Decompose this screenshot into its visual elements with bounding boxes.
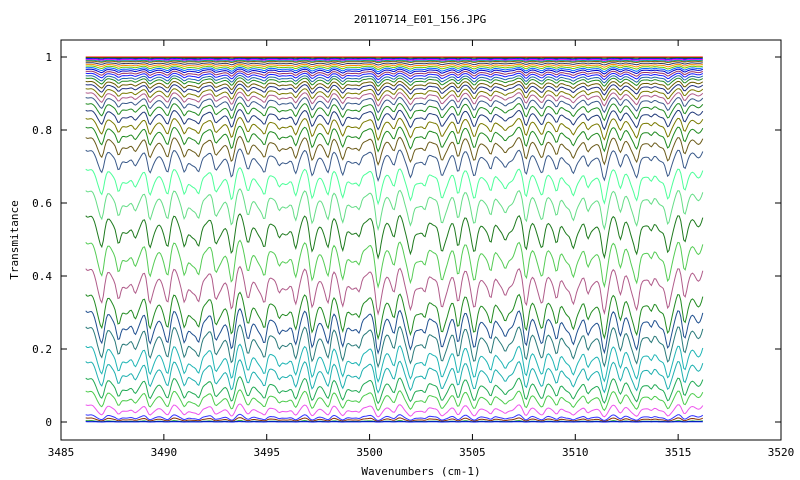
x-tick-label: 3495	[253, 446, 280, 459]
series-line	[85, 77, 704, 87]
series-line	[85, 376, 704, 405]
y-axis-label: Transmitance	[8, 200, 21, 279]
series-line	[85, 74, 704, 84]
y-tick-label: 0.2	[32, 343, 52, 356]
y-tick-label: 1	[45, 51, 52, 64]
series-line	[85, 58, 703, 61]
series-line	[85, 58, 703, 60]
series-line	[85, 65, 703, 71]
x-tick-label: 3500	[356, 446, 383, 459]
series-line	[85, 324, 704, 369]
x-axis: 3485 3490 3495 3500 3505 3510 3515 3520	[48, 40, 795, 459]
series-line	[85, 62, 703, 66]
series-line	[85, 59, 703, 63]
series-line	[85, 102, 704, 122]
series-line	[85, 70, 703, 78]
series-line	[85, 188, 704, 232]
series-line	[85, 239, 704, 289]
x-tick-label: 3505	[459, 446, 486, 459]
series-line	[85, 213, 704, 260]
series-line	[85, 148, 704, 182]
series-line	[85, 403, 704, 418]
series-line	[85, 87, 704, 102]
series-line	[85, 307, 704, 355]
series-line	[85, 343, 704, 383]
series-line	[85, 63, 703, 68]
plot-frame	[60, 39, 782, 441]
series-line	[85, 109, 704, 131]
series-line	[85, 91, 704, 107]
series-line	[85, 66, 703, 73]
y-tick-label: 0	[45, 416, 52, 429]
series-line	[85, 83, 704, 96]
series-line	[85, 60, 703, 64]
y-axis: 0 0.2 0.4 0.6 0.8 1	[32, 51, 781, 429]
chart-title: 20110714_E01_156.JPG	[354, 13, 486, 26]
series-line	[85, 68, 703, 75]
x-tick-label: 3510	[562, 446, 589, 459]
series-line	[85, 116, 704, 142]
series-line	[85, 291, 704, 341]
series-line	[85, 80, 704, 92]
series-line	[85, 417, 703, 422]
x-axis-label: Wavenumbers (cm-1)	[361, 465, 480, 478]
y-tick-label: 0.4	[32, 270, 52, 283]
y-tick-label: 0.8	[32, 124, 52, 137]
series-line	[85, 72, 704, 81]
x-tick-label: 3520	[768, 446, 795, 459]
series-layer	[85, 56, 704, 423]
x-tick-label: 3490	[151, 446, 178, 459]
x-tick-label: 3485	[48, 446, 75, 459]
series-line	[85, 389, 704, 412]
series-line	[85, 265, 704, 316]
series-line	[85, 135, 704, 166]
series-line	[85, 96, 704, 114]
series-line	[85, 125, 704, 153]
series-line	[85, 167, 704, 206]
series-line	[85, 359, 704, 394]
y-tick-label: 0.6	[32, 197, 52, 210]
series-line	[85, 413, 704, 422]
x-tick-label: 3515	[665, 446, 692, 459]
